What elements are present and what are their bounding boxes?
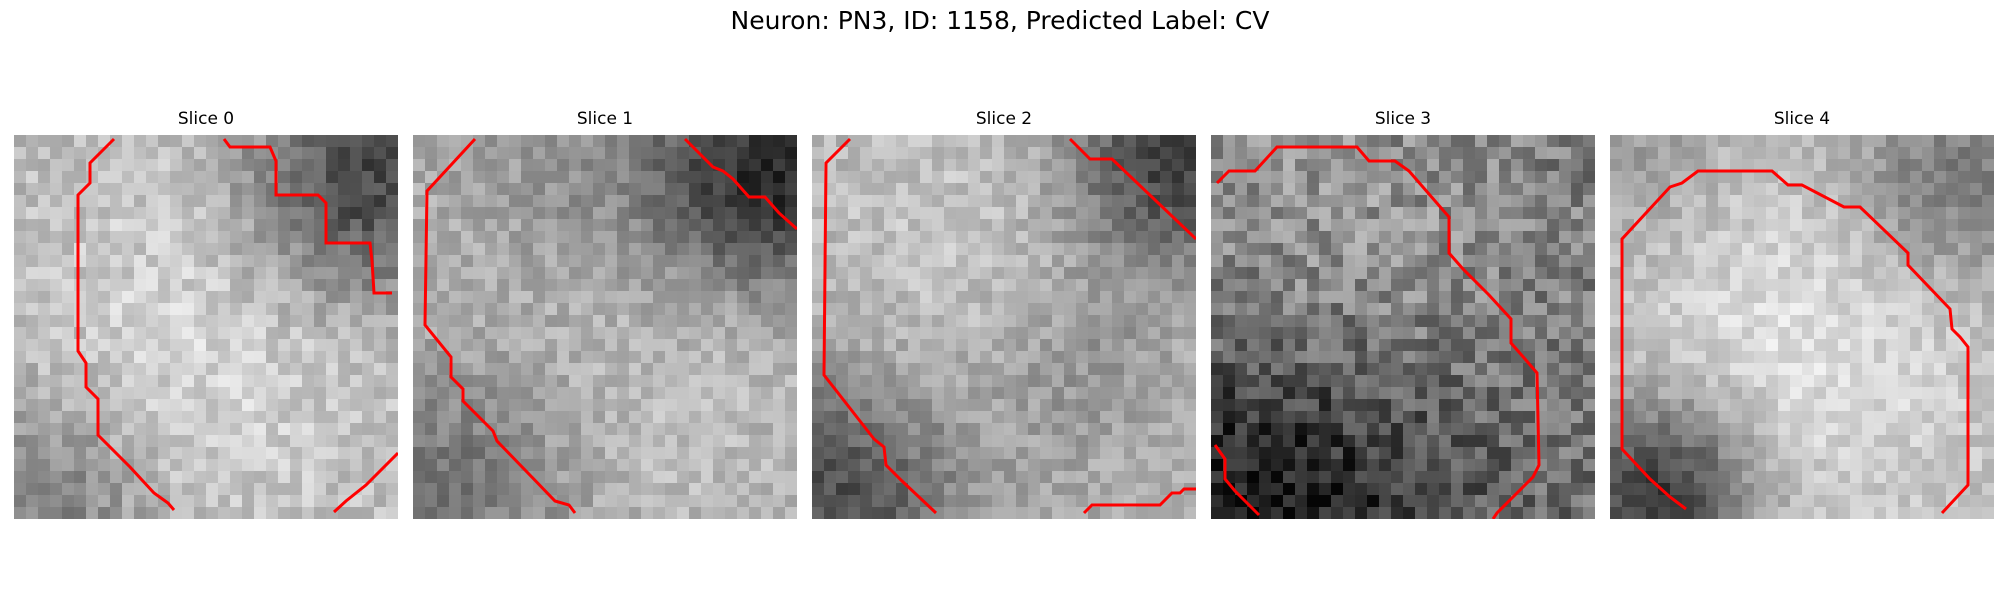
slice-1-contour-line-b	[683, 137, 797, 231]
slice-2-contour-line-c	[1082, 487, 1196, 515]
slice-1-image	[413, 135, 797, 519]
slice-3-image	[1211, 135, 1595, 519]
slice-4-contour-line-a	[1620, 169, 1970, 515]
slice-3-contour-line-a	[1215, 145, 1541, 519]
slice-2-contour-line-a	[822, 137, 938, 515]
slice-1-contour-line-a	[423, 137, 577, 514]
slice-0-contour-line-b	[222, 138, 392, 295]
slice-2-image	[812, 135, 1196, 519]
slice-2-contour	[822, 137, 1196, 515]
slice-0-contour-line-c	[332, 451, 398, 514]
slice-3-contour-line-b	[1213, 444, 1261, 517]
slice-1-pixels	[413, 135, 797, 519]
slice-1-contour	[423, 137, 797, 514]
slice-4-title: Slice 4	[1773, 109, 1831, 129]
slice-4-image	[1610, 135, 1994, 519]
slice-0-contour	[76, 137, 398, 514]
slice-4-pixels	[1610, 135, 1994, 519]
figure-title: Neuron: PN3, ID: 1158, Predicted Label: …	[730, 6, 1270, 35]
slice-3-pixels	[1211, 135, 1595, 519]
slice-3-title: Slice 3	[1374, 109, 1432, 129]
slice-0-title: Slice 0	[177, 109, 235, 129]
slice-2-pixels	[812, 135, 1196, 519]
slice-2-title: Slice 2	[975, 109, 1033, 129]
slice-2-contour-line-b	[1068, 137, 1196, 241]
slice-4-contour	[1620, 169, 1970, 515]
slice-3-contour	[1213, 145, 1541, 519]
slice-0-image	[14, 135, 398, 519]
slice-1-title: Slice 1	[576, 109, 634, 129]
slice-0-contour-line-a	[76, 137, 176, 511]
